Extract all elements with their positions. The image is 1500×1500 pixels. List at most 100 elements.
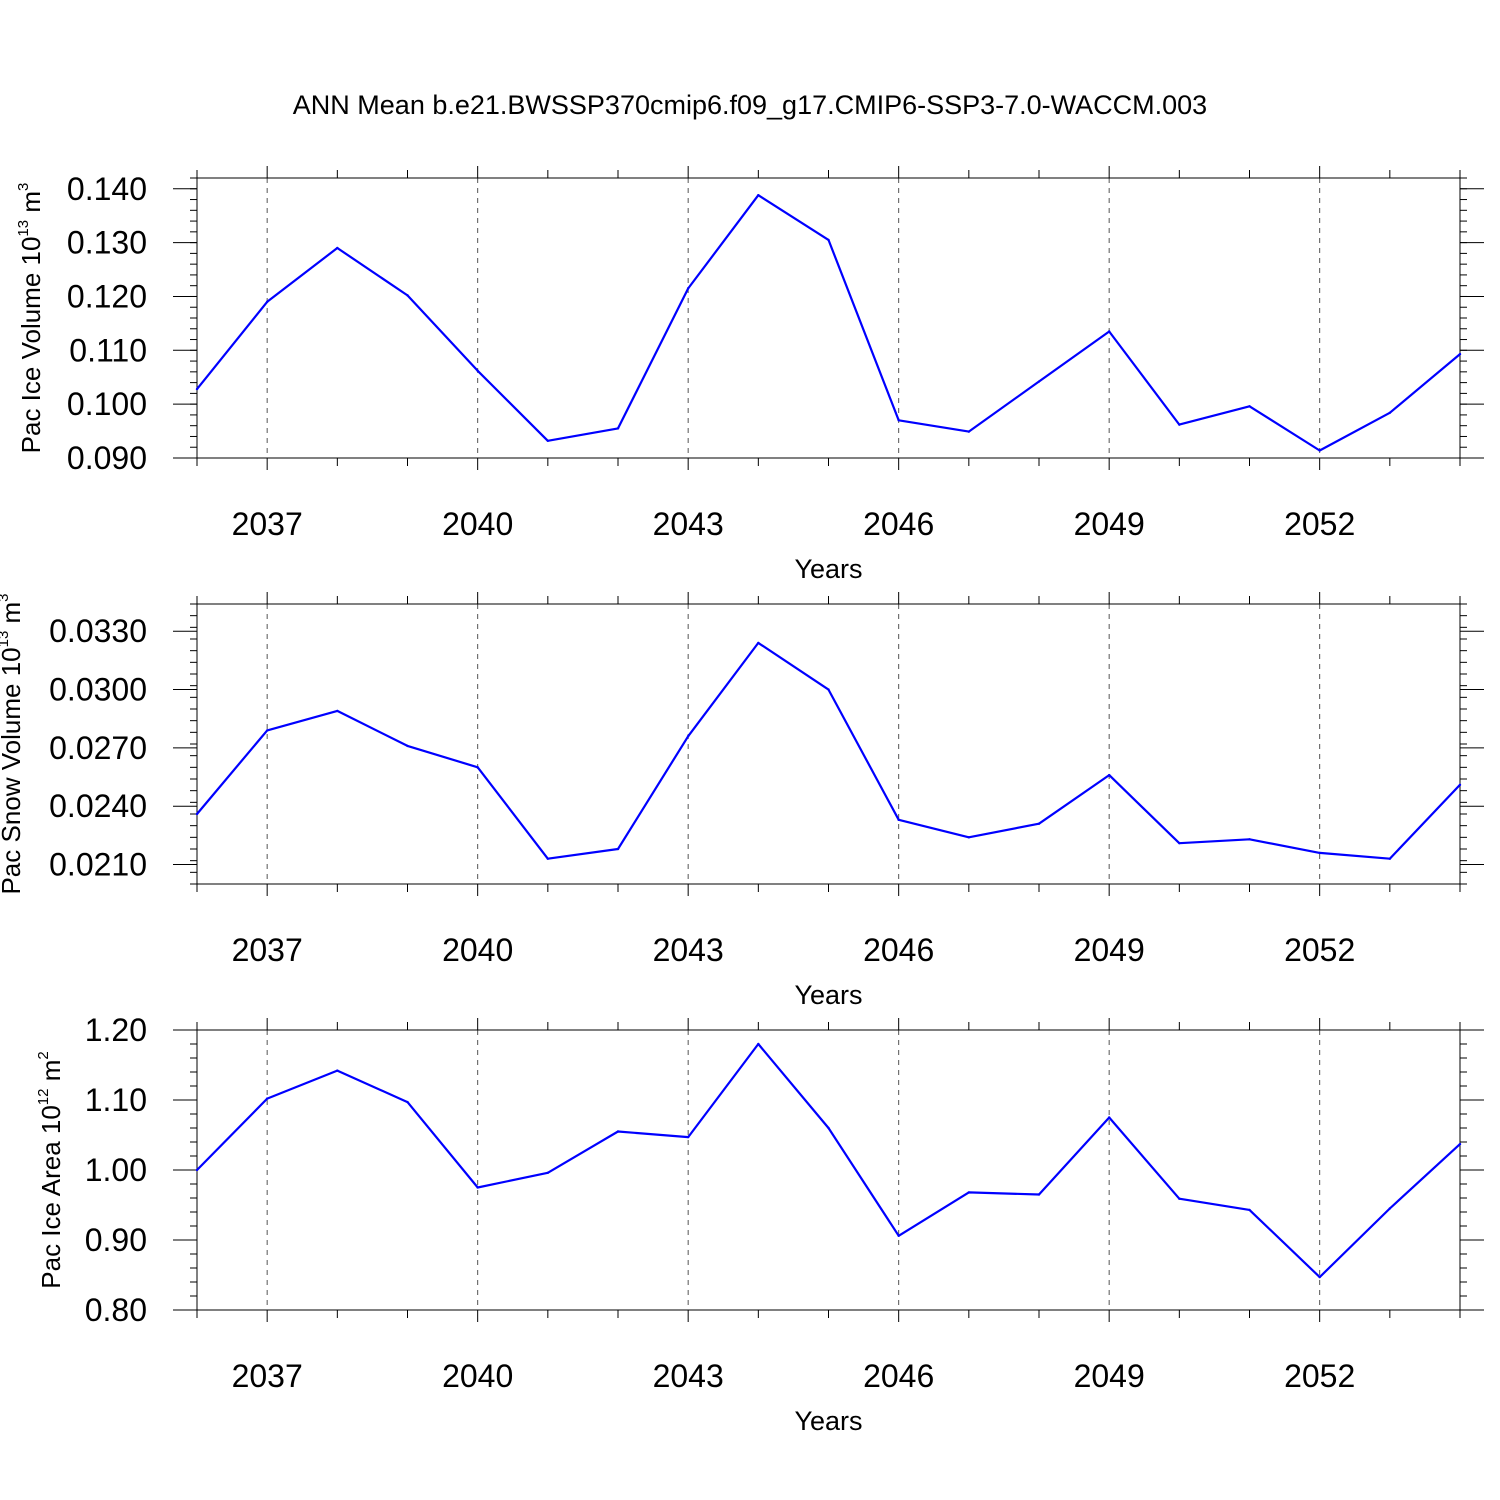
chart-panels: 0.090 0.100 0.110 0.120 0.130 0.140 2037 2040 20… [0, 166, 1484, 1436]
data-point [1107, 773, 1111, 777]
x-tick-label: 2040 [442, 1358, 513, 1394]
y-tick-label: 0.90 [85, 1222, 147, 1258]
data-point [1248, 1208, 1251, 1212]
x-tick-label: 2049 [1074, 1358, 1145, 1394]
data-point [897, 419, 900, 422]
x-tick-label: 2040 [442, 506, 513, 542]
x-tick-label: 2043 [653, 506, 724, 542]
data-point [195, 812, 199, 816]
y-tick-label: 0.0210 [49, 847, 147, 883]
plot-frame [196, 603, 1461, 885]
chart-panel-1: 0.090 0.100 0.110 0.120 0.130 0.140 2037 2040 20… [15, 166, 1484, 584]
plot-frame [196, 1029, 1461, 1311]
data-point [476, 766, 479, 769]
y-axis-label: Pac Ice Area 1012 m2 [35, 1051, 66, 1288]
x-tick-label: 2052 [1284, 1358, 1355, 1394]
data-point [757, 1042, 760, 1046]
data-point [967, 836, 971, 839]
x-tick-label: 2049 [1074, 932, 1145, 968]
data-point [967, 430, 971, 433]
data-point [336, 246, 339, 250]
series-line [196, 194, 1461, 452]
data-point [546, 439, 550, 442]
y-tick-label: 0.130 [67, 225, 147, 261]
x-tick-label: 2037 [232, 1358, 303, 1394]
data-point [827, 1126, 830, 1130]
y-axis-label: Pac Snow Volume 1013 m3 [0, 593, 26, 894]
data-point [1318, 851, 1321, 855]
data-point [757, 194, 760, 197]
x-tick-label: 2037 [232, 506, 303, 542]
data-point [195, 1168, 199, 1172]
data-point [1178, 841, 1181, 845]
x-axis-label: Years [794, 980, 862, 1010]
x-tick-label: 2052 [1284, 506, 1355, 542]
y-tick-label: 1.00 [85, 1152, 147, 1188]
y-tick-label: 0.110 [69, 332, 147, 368]
data-point [686, 735, 690, 738]
data-point [1178, 423, 1181, 426]
y-tick-label: 0.80 [85, 1292, 147, 1328]
data-point [616, 427, 620, 430]
x-tick-label: 2037 [232, 932, 303, 968]
data-point [406, 1100, 409, 1104]
y-tick-label: 0.120 [67, 278, 147, 314]
data-point [265, 1097, 269, 1100]
data-point [1107, 330, 1111, 333]
data-point [1388, 857, 1392, 860]
x-tick-label: 2043 [653, 932, 724, 968]
data-point [686, 287, 690, 290]
x-tick-label: 2046 [863, 1358, 934, 1394]
data-point [406, 744, 409, 748]
x-tick-label: 2040 [442, 932, 513, 968]
y-tick-label: 1.10 [85, 1082, 147, 1118]
x-tick-label: 2049 [1074, 506, 1145, 542]
data-point [1107, 1116, 1111, 1119]
y-tick-label: 0.0240 [49, 788, 147, 824]
data-point [1037, 380, 1041, 383]
data-point [1458, 352, 1462, 356]
data-point [195, 387, 199, 391]
chart-title: ANN Mean b.e21.BWSSP370cmip6.f09_g17.CMI… [293, 90, 1207, 120]
data-point [476, 1186, 479, 1189]
x-tick-label: 2046 [863, 932, 934, 968]
data-point [265, 300, 269, 304]
x-axis-label: Years [794, 554, 862, 584]
data-point [546, 1171, 550, 1175]
chart-panel-3: 0.80 0.90 1.00 1.10 1.20 2037 2040 2043 2046 2049… [35, 1012, 1484, 1436]
data-point [1388, 1207, 1392, 1210]
y-axis-label: Pac Ice Volume 1013 m3 [15, 183, 46, 454]
y-tick-label: 0.0330 [49, 613, 147, 649]
data-point [546, 857, 550, 860]
y-tick-label: 0.090 [67, 440, 147, 476]
x-axis-label: Years [794, 1406, 862, 1436]
data-point [1458, 783, 1462, 787]
data-point [476, 369, 479, 372]
data-point [967, 1191, 971, 1194]
data-point [686, 1135, 690, 1139]
series-line [196, 641, 1461, 860]
data-point [616, 1130, 620, 1133]
x-tick-label: 2043 [653, 1358, 724, 1394]
data-point [1388, 411, 1392, 414]
data-point [1037, 822, 1041, 825]
data-point [1248, 838, 1251, 841]
data-point [827, 238, 830, 242]
y-tick-label: 0.0270 [49, 730, 147, 766]
data-point [406, 294, 409, 297]
data-point [897, 1234, 900, 1238]
plot-frame [196, 177, 1461, 459]
data-point [1318, 449, 1321, 452]
y-tick-label: 0.140 [67, 171, 147, 207]
data-point [336, 1069, 339, 1072]
series-line [196, 1042, 1461, 1279]
data-point [265, 729, 269, 732]
data-point [897, 818, 900, 822]
data-point [1318, 1275, 1321, 1279]
y-tick-label: 1.20 [85, 1012, 147, 1048]
data-point [1248, 405, 1251, 408]
y-tick-label: 0.0300 [49, 672, 147, 708]
x-tick-label: 2046 [863, 506, 934, 542]
chart-panel-2: 0.0210 0.0240 0.0270 0.0300 0.0330 2037 2040 20… [0, 592, 1484, 1010]
